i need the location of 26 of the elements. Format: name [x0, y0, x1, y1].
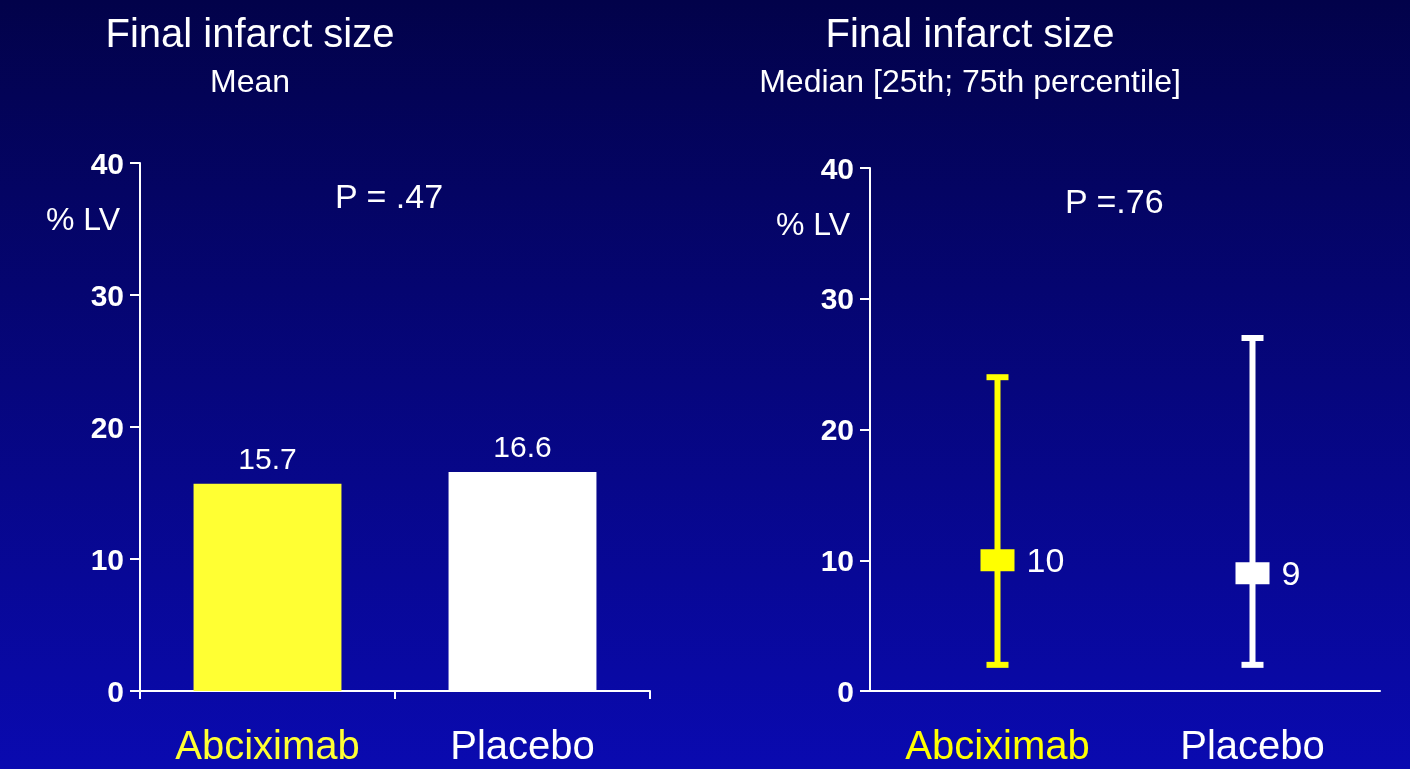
data-label: 16.6 — [493, 430, 552, 464]
x-tick-label: Abciximab — [905, 723, 1090, 767]
y-axis-title: % LV — [775, 206, 851, 242]
y-tick-label: 40 — [820, 151, 854, 185]
y-tick-label: 30 — [90, 278, 124, 312]
chart-subtitle: Median [25th; 75th percentile] — [759, 63, 1181, 99]
chart-subtitle: Mean — [209, 63, 291, 99]
annotation: P =.76 — [1065, 182, 1164, 220]
x-tick-label: Placebo — [1180, 723, 1325, 767]
y-tick-label: 10 — [90, 542, 124, 576]
y-axis-title: % LV — [45, 201, 121, 237]
x-tick-label: Placebo — [450, 723, 595, 767]
y-tick-label: 20 — [90, 410, 124, 444]
y-tick-label: 10 — [820, 543, 854, 577]
x-tick-label: Abciximab — [175, 723, 360, 767]
y-tick-label: 40 — [90, 146, 124, 180]
data-label: 10 — [1026, 541, 1065, 580]
y-tick-label: 20 — [820, 413, 854, 446]
y-tick-label: 0 — [837, 674, 854, 708]
data-label: 9 — [1281, 554, 1301, 593]
y-tick-label: 0 — [107, 674, 124, 708]
chart-title: Final infarct size — [825, 11, 1115, 55]
y-tick-label: 30 — [820, 282, 854, 316]
annotation: P = .47 — [335, 177, 444, 215]
chart-title: Final infarct size — [105, 11, 395, 55]
data-label: 15.7 — [238, 442, 297, 476]
